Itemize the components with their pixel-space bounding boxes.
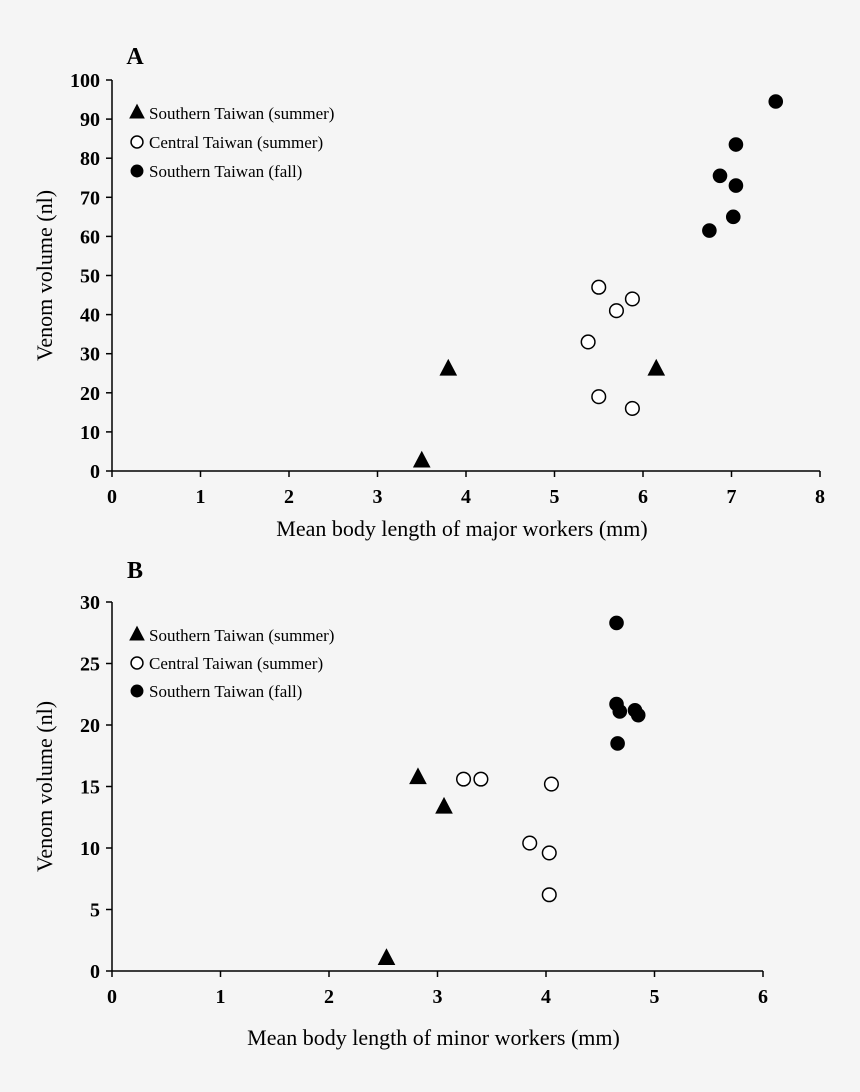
x-tick-label: 5 (550, 486, 560, 508)
y-tick-label: 25 (80, 654, 100, 676)
y-tick-label: 0 (90, 961, 100, 983)
y-tick-label: 15 (80, 777, 100, 799)
data-point (435, 796, 453, 814)
data-point (543, 776, 559, 792)
data-point (522, 835, 538, 851)
x-tick-label: 3 (373, 486, 383, 508)
panel-a-chart: A 0 10 20 30 40 50 60 70 80 90 100 0 1 2 3 4 5 6 7 8 Mean bod… (32, 44, 825, 541)
legend-marker (129, 103, 145, 119)
y-tick-label: 20 (80, 715, 100, 737)
legend-marker (130, 684, 144, 698)
y-tick-label: 60 (80, 226, 100, 248)
data-point (409, 767, 427, 785)
data-point (725, 209, 741, 225)
y-tick-label: 20 (80, 383, 100, 405)
panel-label: B (127, 558, 143, 584)
x-tick-label: 3 (433, 986, 443, 1008)
y-axis-title: Venom volume (nl) (32, 190, 57, 361)
data-point (624, 291, 640, 307)
data-point (712, 168, 728, 184)
panel-label: A (126, 44, 144, 70)
x-tick-label: 8 (815, 486, 825, 508)
legend-marker (130, 164, 144, 178)
x-tick-label: 4 (461, 486, 471, 508)
legend-marker (129, 625, 145, 641)
y-tick-label: 5 (90, 900, 100, 922)
y-axis-title: Venom volume (nl) (32, 701, 57, 872)
data-point (728, 178, 744, 193)
x-tick-label: 5 (650, 986, 660, 1008)
data-point (439, 358, 458, 376)
data-point (647, 358, 666, 376)
y-tick-label: 10 (80, 422, 100, 444)
y-tick-label: 70 (80, 187, 100, 209)
data-point (630, 707, 646, 723)
x-axis-title: Mean body length of minor workers (mm) (247, 1025, 620, 1050)
legend-label: Central Taiwan (summer) (149, 133, 323, 152)
y-tick-label: 10 (80, 838, 100, 860)
y-tick-label: 100 (70, 70, 100, 92)
data-point (412, 450, 431, 468)
x-tick-label: 6 (638, 486, 648, 508)
y-tick-label: 80 (80, 148, 100, 170)
panel-b-chart: B 0 5 10 15 20 25 30 0 1 2 3 4 5 6 Mean body length of … (32, 558, 768, 1050)
x-tick-label: 0 (107, 486, 117, 508)
legend-label: Southern Taiwan (fall) (149, 162, 302, 181)
x-tick-label: 2 (284, 486, 294, 508)
data-point (580, 334, 596, 350)
data-point (728, 137, 744, 152)
y-tick-label: 40 (80, 305, 100, 327)
data-point (591, 389, 607, 405)
x-tick-label: 1 (216, 986, 226, 1008)
data-point (608, 303, 625, 319)
data-point (541, 845, 557, 861)
data-point (473, 771, 489, 787)
legend-marker (130, 656, 144, 670)
legend-label: Southern Taiwan (summer) (149, 626, 334, 645)
data-point (377, 948, 396, 965)
data-point (609, 615, 624, 631)
legend-marker (130, 135, 144, 149)
x-tick-label: 1 (196, 486, 206, 508)
y-tick-label: 90 (80, 109, 100, 131)
data-point (541, 887, 557, 903)
y-tick-label: 0 (90, 461, 100, 483)
x-tick-label: 0 (107, 986, 117, 1008)
x-tick-label: 6 (758, 986, 768, 1008)
x-axis-title: Mean body length of major workers (mm) (276, 516, 647, 541)
y-tick-label: 50 (80, 266, 100, 288)
x-tick-label: 2 (324, 986, 334, 1008)
legend-label: Central Taiwan (summer) (149, 654, 323, 673)
data-point (768, 94, 784, 109)
data-point (455, 771, 472, 787)
x-tick-label: 7 (727, 486, 737, 508)
legend-label: Southern Taiwan (fall) (149, 682, 302, 701)
data-point (702, 223, 717, 238)
y-tick-label: 30 (80, 592, 100, 614)
data-point (591, 279, 607, 295)
legend-label: Southern Taiwan (summer) (149, 104, 334, 123)
data-point (610, 736, 625, 751)
y-tick-label: 30 (80, 344, 100, 366)
data-point (612, 704, 628, 719)
data-point (624, 400, 640, 416)
x-tick-label: 4 (541, 986, 551, 1008)
